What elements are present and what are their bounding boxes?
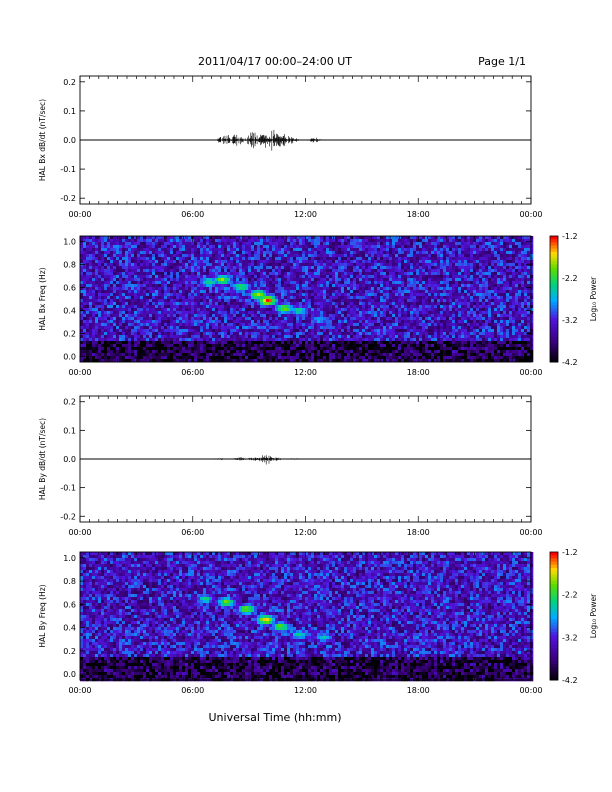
y-tick-label: 1.0	[63, 238, 76, 247]
x-tick-label: 18:00	[407, 210, 430, 219]
x-tick-label: 12:00	[294, 528, 317, 537]
y-tick-label: 0.8	[63, 261, 76, 270]
y-tick-label: 0.2	[63, 329, 76, 338]
y-axis-label: HAL By dB/dt (nT/sec)	[38, 418, 47, 500]
spectrogram-image	[80, 236, 534, 363]
y-tick-label: 0.4	[63, 624, 76, 633]
x-tick-label: 06:00	[181, 686, 204, 695]
colorbar-tick-label: -4.2	[562, 358, 578, 367]
colorbar	[550, 552, 558, 681]
signal-trace	[79, 455, 532, 465]
x-axis-title: Universal Time (hh:mm)	[209, 711, 342, 724]
y-tick-label: 1.0	[63, 554, 76, 563]
y-tick-label: 0.6	[63, 600, 76, 609]
x-tick-label: 00:00	[68, 686, 91, 695]
x-tick-label: 06:00	[181, 528, 204, 537]
x-tick-label: 12:00	[294, 368, 317, 377]
y-tick-label: 0.2	[63, 398, 76, 407]
y-tick-label: 0.0	[63, 670, 76, 679]
y-tick-label: 0.0	[63, 136, 76, 145]
x-tick-label: 18:00	[407, 528, 430, 537]
y-tick-label: -0.2	[60, 194, 76, 203]
y-tick-label: 0.6	[63, 284, 76, 293]
colorbar-tick-label: -2.2	[562, 274, 578, 283]
x-tick-label: 00:00	[519, 686, 542, 695]
y-tick-label: -0.2	[60, 512, 76, 521]
y-tick-label: -0.1	[60, 484, 76, 493]
x-tick-label: 06:00	[181, 210, 204, 219]
y-tick-label: 0.8	[63, 577, 76, 586]
x-tick-label: 00:00	[519, 528, 542, 537]
colorbar-tick-label: -3.2	[562, 316, 578, 325]
y-tick-label: 0.1	[63, 426, 76, 435]
y-tick-label: 0.4	[63, 306, 76, 315]
y-tick-label: 0.2	[63, 78, 76, 87]
plot-panels: -0.2 -0.1 0.0 0.1 0.2 00:00 06:00 12:00 18:00 00:…	[38, 75, 598, 695]
y-axis-label: HAL Bx dB/dt (nT/sec)	[38, 99, 47, 181]
colorbar-tick-label: -4.2	[562, 676, 578, 685]
page-number: Page 1/1	[478, 55, 526, 68]
colorbar-frame	[549, 235, 559, 363]
x-tick-label: 18:00	[407, 368, 430, 377]
y-tick-label: 0.0	[63, 455, 76, 464]
x-tick-label: 12:00	[294, 686, 317, 695]
x-tick-label: 00:00	[68, 368, 91, 377]
colorbar-label: Log₁₀ Power	[589, 593, 598, 638]
x-tick-label: 18:00	[407, 686, 430, 695]
colorbar-tick-label: -2.2	[562, 591, 578, 600]
x-tick-label: 00:00	[68, 210, 91, 219]
colorbar-frame	[549, 551, 559, 681]
x-tick-label: 00:00	[519, 210, 542, 219]
x-tick-label: 00:00	[519, 368, 542, 377]
x-tick-label: 12:00	[294, 210, 317, 219]
y-tick-label: -0.1	[60, 165, 76, 174]
y-tick-label: 0.2	[63, 647, 76, 656]
colorbar-tick-label: -1.2	[562, 548, 578, 557]
colorbar	[550, 236, 558, 363]
colorbar-tick-label: -3.2	[562, 633, 578, 642]
x-tick-label: 06:00	[181, 368, 204, 377]
colorbar-label: Log₁₀ Power	[589, 276, 598, 321]
page-title: 2011/04/17 00:00–24:00 UT	[198, 55, 352, 68]
colorbar-tick-label: -1.2	[562, 232, 578, 241]
y-tick-label: 0.1	[63, 107, 76, 116]
x-tick-label: 00:00	[68, 528, 91, 537]
y-axis-label: HAL By Freq (Hz)	[38, 584, 47, 647]
spectrogram-image	[80, 552, 534, 682]
y-tick-label: 0.0	[63, 352, 76, 361]
y-axis-label: HAL Bx Freq (Hz)	[38, 267, 47, 330]
